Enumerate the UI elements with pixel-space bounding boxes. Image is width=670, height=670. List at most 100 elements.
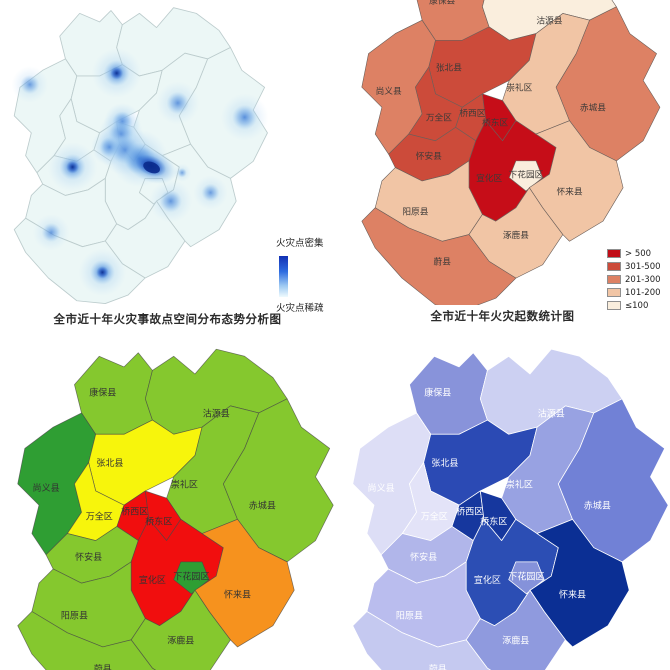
fire-count-legend-label: 101-200 bbox=[625, 287, 661, 298]
density-legend-bottom-label: 火灾点稀疏 bbox=[276, 303, 324, 314]
heat-blob bbox=[159, 189, 183, 213]
county-yu-region bbox=[17, 611, 156, 670]
county-chicheng-region bbox=[555, 6, 661, 162]
fire-count-legend-swatch bbox=[607, 262, 621, 271]
county-xuanhua-label: 宣化区 bbox=[476, 172, 502, 184]
county-huaian-label: 怀安县 bbox=[75, 551, 102, 563]
fire-count-legend-label: > 500 bbox=[625, 248, 652, 259]
fire-count-map-title: 全市近十年火灾起数统计图 bbox=[430, 309, 575, 323]
fire-count-legend-swatch bbox=[607, 288, 621, 297]
county-zhuolu-label: 涿鹿县 bbox=[502, 634, 529, 646]
fire-count-legend-item: > 500 bbox=[607, 247, 661, 260]
heat-blob bbox=[20, 74, 40, 95]
county-chicheng-region bbox=[557, 398, 669, 563]
county-huailai-label: 怀来县 bbox=[224, 588, 251, 600]
heat-core-inner bbox=[143, 161, 160, 174]
density-legend-gradient-bar bbox=[279, 256, 288, 297]
county-huailai-label: 怀来县 bbox=[559, 588, 586, 600]
heat-blob bbox=[232, 104, 258, 130]
county-yangyuan-label: 阳原县 bbox=[61, 611, 88, 622]
county-yangyuan-label: 阳原县 bbox=[402, 206, 428, 217]
fire-count-legend-swatch bbox=[607, 301, 621, 310]
county-zhangbei-label: 张北县 bbox=[96, 458, 123, 469]
fire-count-legend-item: 201-300 bbox=[607, 273, 661, 286]
heat-density-layer bbox=[11, 48, 269, 297]
panel-fire-count-map: 康保县沽源县尚义县 张北县崇礼区赤城县万全区 桥西区 桥东区怀安县宣化区 下花园区 怀来县… bbox=[335, 0, 670, 335]
density-map-title: 全市近十年火灾事故点空间分布态势分析图 bbox=[53, 312, 282, 326]
county-huailai-region bbox=[194, 518, 295, 648]
county-kangbao-label: 康保县 bbox=[424, 386, 451, 398]
fire-count-legend-swatch bbox=[607, 249, 621, 258]
county-xuanhua-label: 宣化区 bbox=[139, 574, 166, 586]
panel-risk-green-map: 康保县沽源县尚义县 张北县崇礼区赤城县万全区 桥西区 桥东区怀安县宣化区 下花园区怀来县… bbox=[0, 335, 335, 670]
panel-risk-blue-map: 康保县沽源县尚义县 张北县崇礼区赤城县万全区 桥西区 桥东区怀安县宣化区 下花园区怀来县… bbox=[335, 335, 670, 670]
county-zhuolu-label: 涿鹿县 bbox=[503, 229, 529, 241]
county-huaian-label: 怀安县 bbox=[410, 551, 437, 563]
county-kangbao-label: 康保县 bbox=[429, 0, 455, 6]
county-wanquan-label: 万全区 bbox=[86, 510, 113, 522]
fire-count-legend: > 500 301-500 201-300 101-200 ≤100 bbox=[607, 247, 661, 312]
county-yu-region bbox=[352, 611, 492, 670]
county-qiaodong-label: 桥东区 bbox=[480, 515, 507, 527]
fire-count-legend-label: 201-300 bbox=[625, 274, 661, 285]
heat-blob bbox=[177, 167, 187, 178]
county-qiaoxi-label: 桥西区 bbox=[456, 505, 483, 517]
county-xiahuayuan-label: 下花园区 bbox=[508, 571, 544, 583]
county-wanquan-label: 万全区 bbox=[421, 510, 448, 522]
county-huailai-label: 怀来县 bbox=[556, 185, 582, 197]
county-zhuolu-label: 涿鹿县 bbox=[167, 634, 194, 646]
fire-count-legend-label: ≤100 bbox=[625, 300, 649, 311]
county-huailai-region bbox=[529, 518, 630, 648]
density-legend-top-label: 火灾点密集 bbox=[276, 238, 324, 249]
density-legend: 火灾点密集 火灾点稀疏 bbox=[276, 238, 324, 315]
county-qiaoxi-label: 桥西区 bbox=[121, 505, 148, 517]
county-xiahuayuan-label: 下花园区 bbox=[173, 571, 209, 583]
county-wanquan-label: 万全区 bbox=[426, 112, 452, 124]
heat-blob-core bbox=[110, 66, 124, 80]
fire-count-legend-item: 101-200 bbox=[607, 286, 661, 299]
fire-count-legend-label: 301-500 bbox=[625, 261, 661, 272]
heat-blob bbox=[41, 222, 61, 243]
county-chongli-label: 崇礼区 bbox=[171, 478, 198, 490]
county-chicheng-region bbox=[222, 398, 334, 563]
county-shangyi-label: 尚义县 bbox=[33, 482, 60, 494]
county-yu-label: 蔚县 bbox=[434, 256, 452, 268]
county-chongli-label: 崇礼区 bbox=[506, 82, 532, 94]
county-shangyi-label: 尚义县 bbox=[368, 482, 395, 494]
heat-blob-core bbox=[96, 266, 109, 279]
county-chicheng-label: 赤城县 bbox=[580, 103, 606, 114]
county-zhuolu-region bbox=[465, 589, 566, 670]
county-yangyuan-label: 阳原县 bbox=[396, 611, 423, 622]
county-chongli-label: 崇礼区 bbox=[506, 478, 533, 490]
county-guyuan-label: 沽源县 bbox=[538, 408, 565, 420]
county-kangbao-label: 康保县 bbox=[89, 386, 116, 398]
heat-blob-core bbox=[66, 160, 80, 174]
county-huailai-region bbox=[528, 120, 624, 242]
county-zhuolu-region bbox=[130, 589, 231, 670]
county-zhangbei-label: 张北县 bbox=[436, 62, 462, 73]
county-guyuan-label: 沽源县 bbox=[536, 15, 562, 27]
panel-density-map: 火灾点密集 火灾点稀疏 全市近十年火灾事故点空间分布态势分析图 bbox=[0, 0, 335, 335]
heat-blob bbox=[166, 91, 190, 115]
county-yu-region bbox=[361, 207, 517, 305]
county-qiaoxi-label: 桥西区 bbox=[459, 107, 485, 119]
county-qiaodong-label: 桥东区 bbox=[145, 515, 172, 527]
county-xiahuayuan-label: 下花园区 bbox=[509, 169, 544, 181]
county-guyuan-label: 沽源县 bbox=[203, 408, 230, 420]
county-yu-label: 蔚县 bbox=[429, 663, 447, 670]
county-xuanhua-label: 宣化区 bbox=[474, 574, 501, 586]
heat-blob bbox=[201, 183, 220, 202]
county-shangyi-label: 尚义县 bbox=[376, 85, 402, 97]
fire-count-legend-item: ≤100 bbox=[607, 299, 661, 312]
fire-count-legend-item: 301-500 bbox=[607, 260, 661, 273]
county-zhangbei-label: 张北县 bbox=[431, 458, 458, 469]
county-huaian-label: 怀安县 bbox=[416, 150, 442, 162]
county-qiaodong-label: 桥东区 bbox=[482, 116, 508, 128]
county-chicheng-label: 赤城县 bbox=[249, 501, 276, 512]
county-chicheng-label: 赤城县 bbox=[584, 501, 611, 512]
county-yu-label: 蔚县 bbox=[94, 663, 112, 670]
fire-count-legend-swatch bbox=[607, 275, 621, 284]
